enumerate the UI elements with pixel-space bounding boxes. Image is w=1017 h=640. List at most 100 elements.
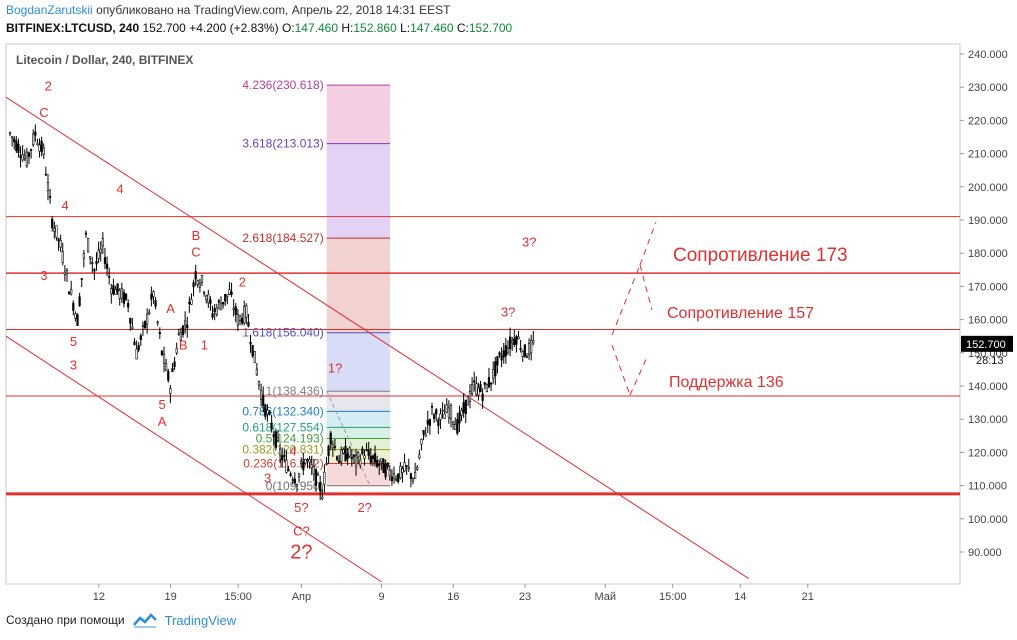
fib-band xyxy=(326,463,391,486)
candle-body xyxy=(365,449,368,451)
candle-body xyxy=(392,472,396,479)
candle-body xyxy=(137,345,140,351)
candle-body xyxy=(89,256,92,259)
candle-body xyxy=(213,308,216,312)
candle-body xyxy=(23,155,26,159)
candle-body xyxy=(65,270,69,275)
candle-body xyxy=(131,326,134,329)
candle-body xyxy=(354,454,358,467)
candle-body xyxy=(99,248,102,253)
candle-body xyxy=(357,452,360,458)
candle-body xyxy=(428,419,431,426)
candle-body xyxy=(249,341,252,345)
candle-body xyxy=(251,344,254,357)
candle-body xyxy=(270,422,273,430)
candle-body xyxy=(59,240,62,248)
candle-body xyxy=(268,411,271,414)
fib-level-label: 1.618(156.040) xyxy=(242,326,323,340)
wave-label: 1? xyxy=(328,361,342,376)
candle-body xyxy=(287,469,290,471)
wave-label: 3 xyxy=(40,268,47,283)
trend-lines: Сопротивление 173 Сопротивление 157 Поддер… xyxy=(5,96,960,583)
candle-body xyxy=(487,377,491,388)
wave-label: 4 xyxy=(116,181,123,196)
candle-body xyxy=(321,496,324,500)
candle-body xyxy=(158,332,161,335)
candle-body xyxy=(146,313,149,325)
candle-body xyxy=(338,460,341,464)
candle-body xyxy=(133,341,136,346)
candle-body xyxy=(346,453,349,460)
candle-body xyxy=(150,294,153,300)
candle-body xyxy=(8,132,12,135)
candle-body xyxy=(122,292,126,304)
wave-label: B xyxy=(192,228,201,243)
high-value: 152.860 xyxy=(353,21,397,35)
x-tick-label: 19 xyxy=(164,591,176,603)
candle-body xyxy=(46,182,50,191)
candle-body xyxy=(152,291,155,298)
candle-body xyxy=(222,301,225,305)
candle-body xyxy=(397,473,400,482)
candle-body xyxy=(373,453,377,463)
candle-body xyxy=(51,218,54,229)
candle-body xyxy=(316,473,320,476)
candle-body xyxy=(449,405,453,419)
candle-body xyxy=(245,305,248,318)
candle-body xyxy=(464,399,467,415)
candle-body xyxy=(504,345,507,357)
fib-level-label: 4.236(230.618) xyxy=(242,78,323,92)
candle-body xyxy=(426,419,429,425)
candle-body xyxy=(435,409,438,415)
projection-path xyxy=(639,264,653,311)
candle-body xyxy=(19,155,22,159)
candle-body xyxy=(319,482,322,492)
candle-body xyxy=(519,347,522,351)
candle-body xyxy=(333,446,337,448)
author-link[interactable]: BogdanZarutskii xyxy=(6,3,93,17)
low-value: 147.460 xyxy=(410,21,454,35)
candle-body xyxy=(437,419,440,426)
candle-body xyxy=(167,370,170,381)
candle-body xyxy=(108,276,111,278)
candle-body xyxy=(224,293,227,302)
candle-body xyxy=(205,295,208,300)
fib-band xyxy=(326,85,391,144)
y-tick-label: 90.000 xyxy=(968,547,1002,559)
fib-extension[interactable]: 4.236(230.618) 3.618(213.013) 2.618(184.52… xyxy=(242,78,391,493)
candle-body xyxy=(498,352,501,356)
candle-body xyxy=(127,302,130,308)
projection-path xyxy=(611,264,641,336)
candle-body xyxy=(369,455,372,463)
candle-body xyxy=(371,455,375,459)
candle-body xyxy=(342,449,345,454)
candle-body xyxy=(492,369,495,379)
candle-body xyxy=(302,461,305,471)
wave-label: A xyxy=(158,414,167,429)
candle-body xyxy=(350,456,353,460)
candle-body xyxy=(55,225,58,238)
level-label: Поддержка 136 xyxy=(669,374,784,391)
x-tick-label: 15:00 xyxy=(224,591,252,603)
candle-body xyxy=(97,250,100,260)
candle-body xyxy=(253,350,256,364)
candle-body xyxy=(230,291,233,296)
candle-body xyxy=(84,232,88,235)
candle-body xyxy=(198,283,202,288)
level-label: Сопротивление 157 xyxy=(667,305,814,322)
candle-body xyxy=(139,335,142,340)
candle-body xyxy=(188,301,191,305)
y-tick-label: 220.000 xyxy=(968,115,1008,127)
candle-body xyxy=(44,173,47,176)
candle-body xyxy=(29,149,33,151)
candle-body xyxy=(272,434,275,437)
candle-body xyxy=(93,269,96,272)
candle-body xyxy=(76,314,79,326)
candle-body xyxy=(120,288,123,300)
wave-label: 1 xyxy=(201,337,208,352)
candle-body xyxy=(454,424,457,431)
candle-body xyxy=(352,454,356,457)
tradingview-link[interactable]: TradingView xyxy=(164,612,237,628)
candle-body xyxy=(445,404,448,413)
